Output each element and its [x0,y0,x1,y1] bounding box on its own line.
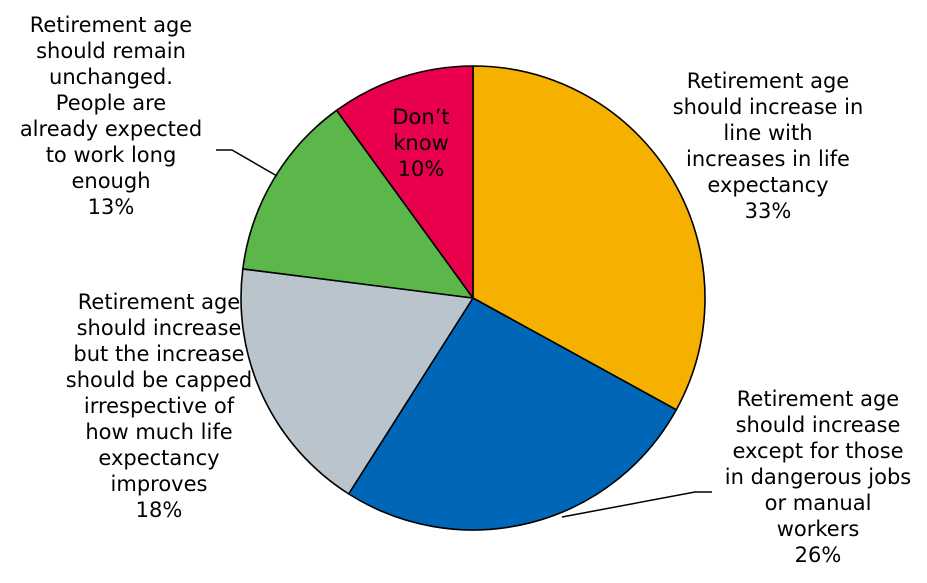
leader-lines [216,149,712,518]
slice-label-line: line with [723,121,812,145]
slice-label-line: irrespective of [84,394,235,418]
slice-label-line: improves [111,472,208,496]
slice-label-2: Retirement age should increase except for … [725,387,911,567]
slice-label-1: Retirement age should increase in line wit… [673,69,864,223]
slice-label-line: Retirement age [78,290,240,314]
slice-label-line: should increase [736,413,901,437]
slice-label-line: how much life [85,420,232,444]
slice-label-line: should be capped [66,368,253,392]
slice-label-line: Retirement age [687,69,849,93]
slice-label-line: to work long [46,143,177,167]
slice-value-label: 10% [398,157,445,181]
slice-value-label: 33% [745,199,792,223]
leader-line-4 [216,149,278,177]
slice-label-line: Don’t [392,105,449,129]
slice-label-line: should increase [77,316,242,340]
slice-label-line: People are [56,91,166,115]
slice-label-line: increases in life [686,147,850,171]
slice-label-line: Retirement age [737,387,899,411]
slice-label-line: Retirement age [30,13,192,37]
slice-label-line: except for those [732,439,903,463]
slice-value-label: 26% [795,543,842,567]
slice-label-line: already expected [20,117,202,141]
slice-label-line: in dangerous jobs [725,465,911,489]
pie-slice-5 [335,65,474,299]
slice-label-line: should remain [36,39,186,63]
slice-label-3: Retirement age should increase but the inc… [66,290,253,522]
slice-value-label: 13% [88,195,135,219]
leader-line-2 [561,491,712,518]
slice-labels: Retirement age should increase in line wit… [20,13,911,567]
slice-label-line: expectancy [98,446,219,470]
pie-slice-2 [347,297,678,531]
slice-label-line: expectancy [707,173,828,197]
slice-label-line: unchanged. [49,65,173,89]
pie-slices [240,65,706,531]
slice-label-line: but the increase [73,342,244,366]
pie-slice-3 [240,268,474,495]
slice-label-4: Retirement age should remain unchanged. Peo… [20,13,202,219]
slice-label-line: enough [71,169,150,193]
pie-slice-1 [472,65,706,411]
slice-label-line: or manual [765,491,872,515]
slice-label-5: Don’t know 10% [392,105,449,181]
pie-slice-4 [242,109,474,299]
slice-label-line: should increase in [673,95,864,119]
slice-value-label: 18% [136,498,183,522]
slice-label-line: workers [777,517,860,541]
slice-label-line: know [393,131,449,155]
